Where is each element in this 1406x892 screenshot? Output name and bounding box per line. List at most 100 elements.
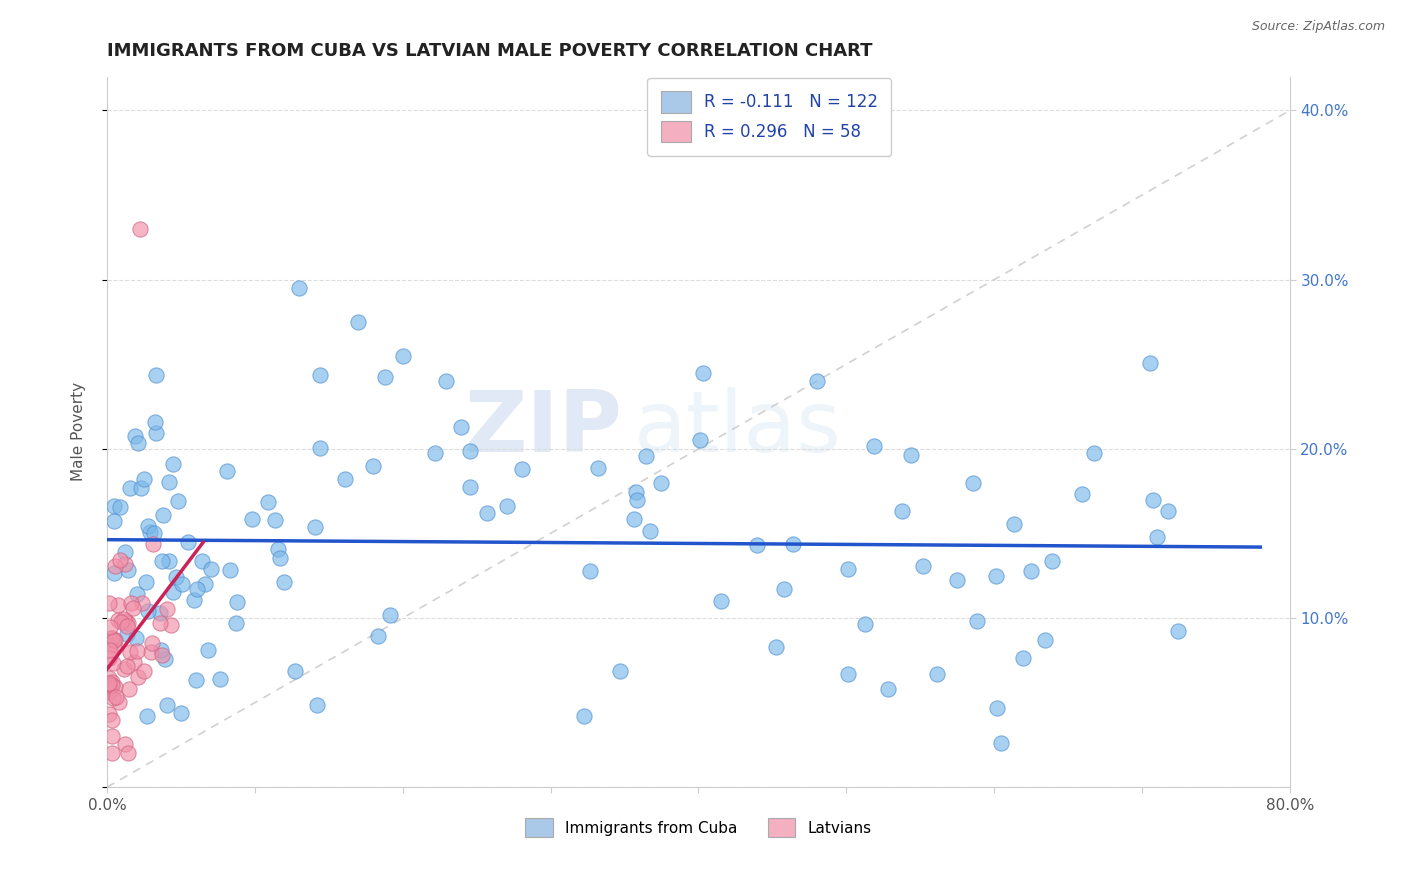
Point <box>97 678 120 692</box>
Point <box>97 596 120 610</box>
Point <box>108 553 131 567</box>
Point <box>172 577 194 591</box>
Point <box>156 698 179 712</box>
Point <box>689 433 711 447</box>
Point <box>309 368 332 383</box>
Point <box>273 574 295 589</box>
Point <box>157 475 180 489</box>
Point <box>380 607 402 622</box>
Point <box>166 494 188 508</box>
Point <box>107 613 129 627</box>
Point <box>120 596 142 610</box>
Text: IMMIGRANTS FROM CUBA VS LATVIAN MALE POVERTY CORRELATION CHART: IMMIGRANTS FROM CUBA VS LATVIAN MALE POV… <box>107 42 873 60</box>
Point <box>101 675 124 690</box>
Point <box>101 747 124 761</box>
Point <box>97 672 120 686</box>
Point <box>650 475 672 490</box>
Point <box>623 512 645 526</box>
Point <box>1167 624 1189 639</box>
Point <box>107 598 129 612</box>
Point <box>122 601 145 615</box>
Point <box>186 673 208 687</box>
Point <box>149 616 172 631</box>
Point <box>101 729 124 743</box>
Point <box>1146 530 1168 544</box>
Point <box>108 500 131 515</box>
Point <box>240 512 263 526</box>
Point <box>127 587 149 601</box>
Point <box>104 690 127 705</box>
Point <box>162 457 184 471</box>
Point <box>183 593 205 607</box>
Point <box>135 575 157 590</box>
Point <box>104 680 127 694</box>
Point <box>143 526 166 541</box>
Point <box>225 615 247 630</box>
Point <box>200 562 222 576</box>
Point <box>806 374 828 388</box>
Point <box>107 695 129 709</box>
Point <box>308 441 330 455</box>
Point <box>434 374 457 388</box>
Y-axis label: Male Poverty: Male Poverty <box>72 383 86 482</box>
Point <box>574 708 596 723</box>
Point <box>103 566 125 581</box>
Point <box>374 370 396 384</box>
Point <box>1040 554 1063 568</box>
Point <box>118 681 141 696</box>
Point <box>120 482 142 496</box>
Point <box>101 677 124 691</box>
Point <box>208 672 231 686</box>
Point <box>110 615 132 629</box>
Point <box>588 461 610 475</box>
Point <box>117 619 139 633</box>
Point <box>162 585 184 599</box>
Point <box>136 709 159 723</box>
Point <box>496 499 519 513</box>
Legend: Immigrants from Cuba, Latvians: Immigrants from Cuba, Latvians <box>519 812 877 844</box>
Point <box>104 559 127 574</box>
Point <box>117 563 139 577</box>
Point <box>117 747 139 761</box>
Point <box>112 662 135 676</box>
Point <box>773 582 796 596</box>
Point <box>226 595 249 609</box>
Point <box>145 425 167 440</box>
Point <box>127 670 149 684</box>
Point <box>150 648 173 662</box>
Point <box>966 614 988 628</box>
Point <box>347 315 370 329</box>
Point <box>100 631 122 645</box>
Point <box>962 476 984 491</box>
Point <box>125 632 148 646</box>
Point <box>304 520 326 534</box>
Point <box>710 594 733 608</box>
Point <box>745 538 768 552</box>
Point <box>927 666 949 681</box>
Point <box>117 615 139 630</box>
Point <box>891 504 914 518</box>
Point <box>197 643 219 657</box>
Point <box>638 524 661 538</box>
Point <box>853 617 876 632</box>
Point <box>103 499 125 513</box>
Point <box>117 659 139 673</box>
Point <box>579 564 602 578</box>
Point <box>103 633 125 648</box>
Point <box>946 574 969 588</box>
Point <box>1070 487 1092 501</box>
Point <box>219 563 242 577</box>
Point <box>134 472 156 486</box>
Point <box>138 525 160 540</box>
Point <box>215 464 238 478</box>
Point <box>1012 651 1035 665</box>
Text: Source: ZipAtlas.com: Source: ZipAtlas.com <box>1251 20 1385 33</box>
Point <box>267 542 290 557</box>
Point <box>1142 492 1164 507</box>
Point <box>118 645 141 659</box>
Point <box>458 444 481 458</box>
Point <box>458 480 481 494</box>
Point <box>97 706 120 721</box>
Point <box>149 606 172 620</box>
Point <box>114 737 136 751</box>
